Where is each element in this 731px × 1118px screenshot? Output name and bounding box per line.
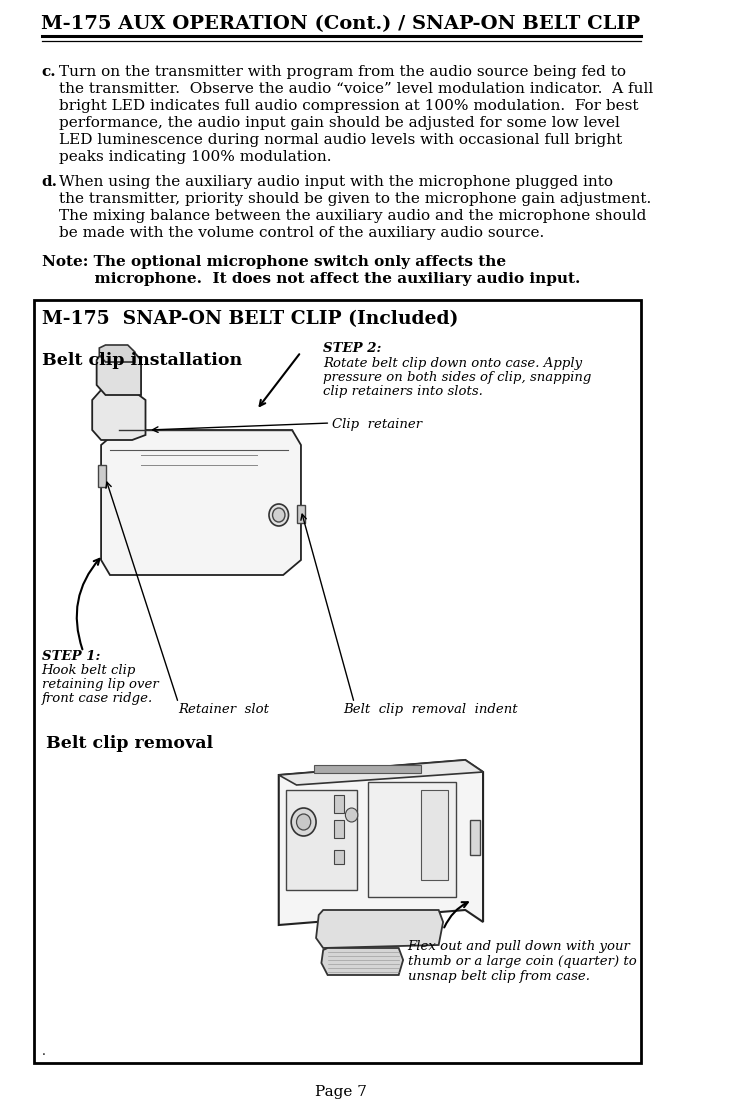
Text: Rotate belt clip down onto case. Apply: Rotate belt clip down onto case. Apply xyxy=(323,357,583,370)
Polygon shape xyxy=(322,948,403,975)
Polygon shape xyxy=(279,760,483,925)
Text: d.: d. xyxy=(42,176,58,189)
Ellipse shape xyxy=(297,814,311,830)
Text: STEP 2:: STEP 2: xyxy=(323,342,382,356)
Polygon shape xyxy=(279,760,483,785)
Bar xyxy=(334,850,344,864)
Text: M-175 AUX OPERATION (Cont.) / SNAP-ON BELT CLIP: M-175 AUX OPERATION (Cont.) / SNAP-ON BE… xyxy=(42,15,640,34)
Bar xyxy=(34,300,641,1063)
Text: When using the auxiliary audio input with the microphone plugged into: When using the auxiliary audio input wit… xyxy=(59,176,613,189)
Text: retaining lip over: retaining lip over xyxy=(42,678,159,691)
Text: the transmitter.  Observe the audio “voice” level modulation indicator.  A full: the transmitter. Observe the audio “voic… xyxy=(59,82,654,96)
Text: Note: The optional microphone switch only affects the: Note: The optional microphone switch onl… xyxy=(42,255,506,269)
Text: front case ridge.: front case ridge. xyxy=(42,692,153,705)
Text: the transmitter, priority should be given to the microphone gain adjustment.: the transmitter, priority should be give… xyxy=(59,192,651,206)
Bar xyxy=(368,781,456,897)
Text: STEP 1:: STEP 1: xyxy=(42,650,100,663)
Text: M-175  SNAP-ON BELT CLIP (Included): M-175 SNAP-ON BELT CLIP (Included) xyxy=(42,310,458,328)
Text: thumb or a large coin (quarter) to: thumb or a large coin (quarter) to xyxy=(408,955,636,968)
Text: c.: c. xyxy=(42,65,56,79)
Text: Retainer  slot: Retainer slot xyxy=(178,703,269,716)
Text: The mixing balance between the auxiliary audio and the microphone should: The mixing balance between the auxiliary… xyxy=(59,209,647,222)
Text: Flex out and pull down with your: Flex out and pull down with your xyxy=(408,940,630,953)
Ellipse shape xyxy=(273,508,285,522)
Text: Clip  retainer: Clip retainer xyxy=(332,418,423,432)
Bar xyxy=(334,795,344,813)
Text: Page 7: Page 7 xyxy=(315,1084,367,1099)
Text: Belt clip removal: Belt clip removal xyxy=(46,735,213,752)
Text: .: . xyxy=(42,1045,45,1058)
Ellipse shape xyxy=(345,808,357,822)
Bar xyxy=(97,465,105,487)
Bar xyxy=(334,819,344,838)
Polygon shape xyxy=(99,345,135,362)
Polygon shape xyxy=(101,430,301,575)
Text: bright LED indicates full audio compression at 100% modulation.  For best: bright LED indicates full audio compress… xyxy=(59,100,639,113)
Ellipse shape xyxy=(291,808,316,836)
Text: microphone.  It does not affect the auxiliary audio input.: microphone. It does not affect the auxil… xyxy=(42,272,580,286)
Text: clip retainers into slots.: clip retainers into slots. xyxy=(323,385,483,398)
Polygon shape xyxy=(316,910,443,948)
Text: Hook belt clip: Hook belt clip xyxy=(42,664,136,678)
Bar xyxy=(470,819,480,855)
Polygon shape xyxy=(96,350,141,395)
Text: peaks indicating 100% modulation.: peaks indicating 100% modulation. xyxy=(59,150,332,164)
Ellipse shape xyxy=(269,504,289,525)
Bar xyxy=(421,790,447,880)
Text: LED luminescence during normal audio levels with occasional full bright: LED luminescence during normal audio lev… xyxy=(59,133,623,146)
Text: Turn on the transmitter with program from the audio source being fed to: Turn on the transmitter with program fro… xyxy=(59,65,626,79)
Bar xyxy=(286,790,357,890)
Bar xyxy=(314,765,421,773)
Text: unsnap belt clip from case.: unsnap belt clip from case. xyxy=(408,970,590,983)
Text: be made with the volume control of the auxiliary audio source.: be made with the volume control of the a… xyxy=(59,226,545,240)
Text: performance, the audio input gain should be adjusted for some low level: performance, the audio input gain should… xyxy=(59,116,620,130)
Polygon shape xyxy=(92,390,145,440)
Text: pressure on both sides of clip, snapping: pressure on both sides of clip, snapping xyxy=(323,371,591,383)
Text: Belt clip installation: Belt clip installation xyxy=(42,352,242,369)
Bar xyxy=(297,505,306,523)
Text: Belt  clip  removal  indent: Belt clip removal indent xyxy=(344,703,518,716)
